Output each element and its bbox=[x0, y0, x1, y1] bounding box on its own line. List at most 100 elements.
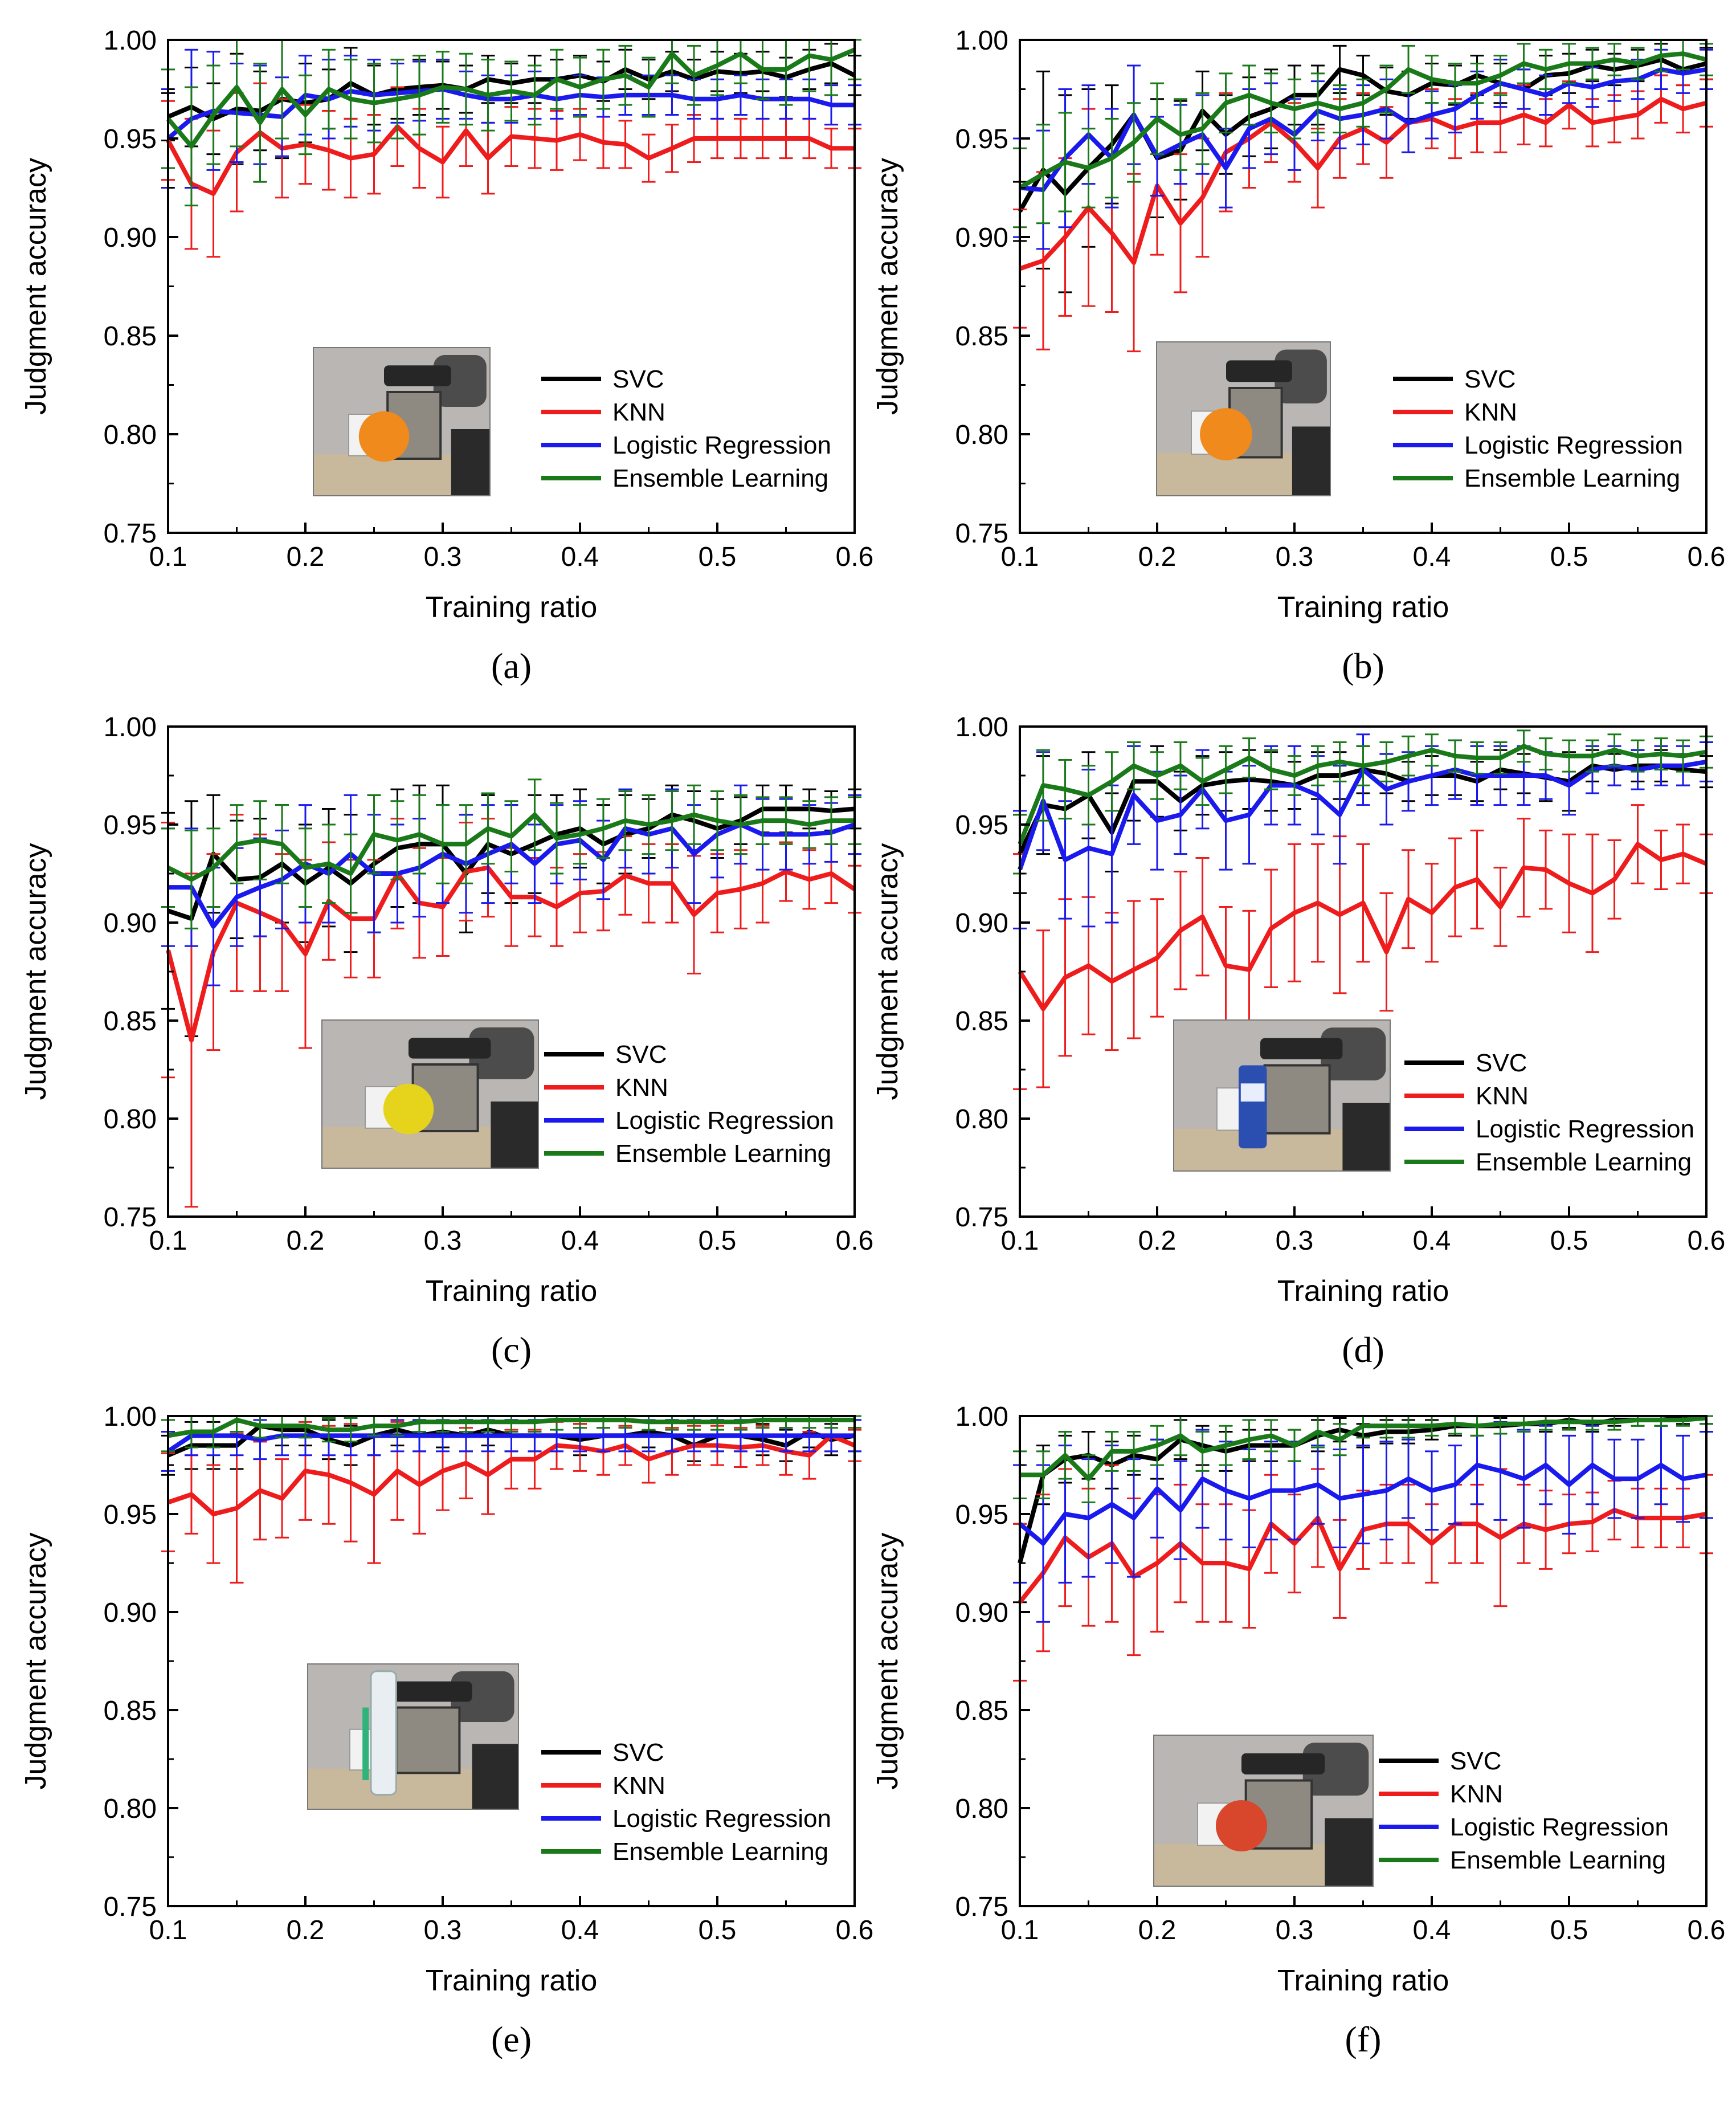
gripper-body bbox=[395, 1706, 461, 1774]
camera bbox=[392, 1681, 472, 1702]
legend-label: SVC bbox=[1476, 1049, 1527, 1077]
x-tick-label: 0.5 bbox=[1550, 1915, 1588, 1945]
y-tick-label: 0.80 bbox=[104, 1794, 157, 1824]
y-tick-label: 0.95 bbox=[104, 1500, 157, 1530]
series-ensemble-learning bbox=[1013, 1415, 1713, 1503]
y-tick-label: 1.00 bbox=[955, 26, 1008, 56]
y-tick-label: 0.75 bbox=[104, 519, 157, 549]
y-tick-label: 0.80 bbox=[955, 1104, 1008, 1135]
y-tick-label: 0.95 bbox=[955, 810, 1008, 841]
bottle-object bbox=[370, 1670, 397, 1796]
series-ensemble-learning bbox=[1013, 39, 1713, 229]
x-tick-label: 0.6 bbox=[1688, 1915, 1726, 1945]
x-tick-label: 0.3 bbox=[1276, 542, 1314, 572]
photo-frame bbox=[321, 1019, 539, 1169]
x-axis-label: Training ratio bbox=[426, 1275, 598, 1308]
photo-dark-stand bbox=[1325, 1818, 1373, 1886]
camera bbox=[1260, 1038, 1343, 1059]
y-tick-label: 0.85 bbox=[955, 321, 1008, 352]
series-line bbox=[167, 812, 855, 882]
legend-label: Ensemble Learning bbox=[612, 1838, 828, 1866]
x-axis-label: Training ratio bbox=[1277, 1964, 1449, 1997]
legend-label: Logistic Regression bbox=[612, 1805, 831, 1833]
y-axis-label: Judgment accuracy bbox=[19, 843, 52, 1100]
x-tick-label: 0.1 bbox=[1001, 1226, 1039, 1256]
camera bbox=[1241, 1753, 1325, 1774]
y-tick-label: 0.85 bbox=[955, 1006, 1008, 1037]
x-tick-label: 0.3 bbox=[424, 1915, 462, 1945]
panel-caption: (c) bbox=[491, 1329, 532, 1370]
photo-frame bbox=[1153, 1735, 1374, 1887]
x-tick-label: 0.3 bbox=[424, 542, 462, 572]
y-tick-label: 0.80 bbox=[104, 420, 157, 450]
x-tick-label: 0.3 bbox=[1276, 1226, 1314, 1256]
y-tick-label: 0.75 bbox=[104, 1892, 157, 1922]
orange-fruit-gripper-photo bbox=[1157, 342, 1330, 496]
y-tick-label: 0.95 bbox=[104, 124, 157, 154]
x-tick-label: 0.5 bbox=[1550, 542, 1588, 572]
photo-dark-stand bbox=[491, 1102, 538, 1168]
yellow-apple-gripper-photo bbox=[322, 1020, 538, 1168]
photo-dark-stand bbox=[472, 1744, 518, 1809]
photo-frame bbox=[1173, 1019, 1391, 1172]
y-tick-label: 0.90 bbox=[104, 908, 157, 939]
panel-caption: (e) bbox=[491, 2019, 532, 2059]
legend-label: Logistic Regression bbox=[612, 431, 831, 459]
panel-caption: (a) bbox=[491, 646, 532, 686]
chart-panel-2: 0.1 0.2 0.3 0.4 0.5 0.6 0.75 0.80 0.85 0.90 0.95 1.… bbox=[871, 26, 1725, 686]
chart-panel-1: 0.1 0.2 0.3 0.4 0.5 0.6 0.75 0.80 0.85 0.90 0.95 1.… bbox=[19, 26, 873, 686]
x-tick-label: 0.6 bbox=[836, 1226, 874, 1256]
photo-dark-stand bbox=[451, 429, 490, 496]
blue-can-gripper-photo bbox=[1174, 1020, 1390, 1171]
x-tick-label: 0.2 bbox=[287, 1915, 325, 1945]
y-tick-label: 0.85 bbox=[104, 1006, 157, 1037]
y-tick-label: 1.00 bbox=[104, 712, 157, 743]
y-tick-label: 0.80 bbox=[955, 1794, 1008, 1824]
series-line bbox=[1018, 1463, 1707, 1546]
x-tick-label: 0.5 bbox=[699, 1915, 737, 1945]
legend-label: KNN bbox=[1464, 398, 1517, 426]
y-tick-label: 1.00 bbox=[955, 1402, 1008, 1432]
y-tick-label: 0.95 bbox=[955, 124, 1008, 154]
y-tick-label: 1.00 bbox=[104, 1402, 157, 1432]
x-tick-label: 0.2 bbox=[287, 542, 325, 572]
x-tick-label: 0.4 bbox=[561, 1226, 599, 1256]
x-axis-label: Training ratio bbox=[426, 591, 598, 624]
y-tick-label: 0.85 bbox=[104, 321, 157, 352]
x-tick-label: 0.2 bbox=[1138, 1226, 1177, 1256]
legend-label: Ensemble Learning bbox=[1476, 1148, 1692, 1176]
y-tick-label: 0.95 bbox=[104, 810, 157, 841]
series-logistic-regression bbox=[1013, 1421, 1713, 1623]
series-ensemble-learning bbox=[161, 39, 861, 207]
y-tick-label: 0.80 bbox=[104, 1104, 157, 1135]
x-tick-label: 0.5 bbox=[699, 542, 737, 572]
axes-frame bbox=[167, 1415, 856, 1907]
y-tick-label: 0.90 bbox=[104, 1598, 157, 1628]
photo-frame bbox=[313, 347, 491, 496]
y-tick-label: 0.75 bbox=[955, 1892, 1008, 1922]
legend-label: KNN bbox=[1450, 1780, 1503, 1808]
series-line bbox=[166, 47, 856, 149]
series-line bbox=[1018, 51, 1707, 190]
y-tick-label: 0.75 bbox=[955, 519, 1008, 549]
x-axis-label: Training ratio bbox=[1277, 591, 1449, 624]
legend-label: Logistic Regression bbox=[1450, 1813, 1669, 1841]
x-tick-label: 0.6 bbox=[1688, 542, 1726, 572]
legend-label: Logistic Regression bbox=[1476, 1115, 1694, 1143]
x-tick-label: 0.2 bbox=[1138, 1915, 1177, 1945]
x-tick-label: 0.4 bbox=[561, 542, 599, 572]
y-tick-label: 0.75 bbox=[955, 1202, 1008, 1233]
x-tick-label: 0.2 bbox=[1138, 542, 1177, 572]
y-tick-label: 0.90 bbox=[955, 1598, 1008, 1628]
y-tick-label: 0.85 bbox=[955, 1696, 1008, 1726]
red-apple-gripper-photo bbox=[1154, 1735, 1373, 1886]
legend-label: SVC bbox=[612, 1739, 664, 1767]
y-tick-label: 0.95 bbox=[955, 1500, 1008, 1530]
chart-panel-5: 0.1 0.2 0.3 0.4 0.5 0.6 0.75 0.80 0.85 0.90 0.95 1.… bbox=[19, 1402, 873, 2059]
x-tick-label: 0.5 bbox=[1550, 1226, 1588, 1256]
y-axis-label: Judgment accuracy bbox=[19, 158, 52, 415]
photo-dark-stand bbox=[1342, 1103, 1390, 1171]
y-tick-label: 1.00 bbox=[104, 26, 157, 56]
legend-label: Ensemble Learning bbox=[1464, 464, 1680, 492]
